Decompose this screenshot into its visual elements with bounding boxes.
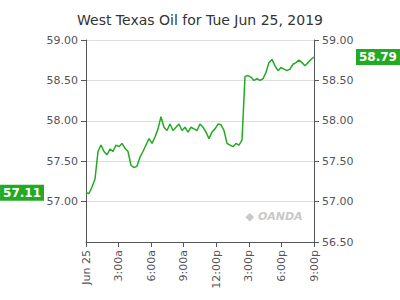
svg-text:58.00: 58.00 — [322, 114, 354, 127]
svg-text:57.00: 57.00 — [47, 195, 79, 208]
svg-text:9:00p: 9:00p — [308, 250, 321, 282]
svg-text:12:00p: 12:00p — [210, 250, 223, 289]
svg-text:59.00: 59.00 — [322, 34, 354, 47]
svg-text:6:00p: 6:00p — [275, 250, 288, 282]
svg-text:3:00p: 3:00p — [242, 250, 255, 282]
svg-text:◆ OANDA: ◆ OANDA — [246, 210, 303, 223]
svg-text:56.50: 56.50 — [322, 236, 354, 249]
svg-text:58.79: 58.79 — [359, 50, 397, 64]
svg-text:59.00: 59.00 — [47, 34, 79, 47]
svg-text:6:00a: 6:00a — [145, 250, 158, 281]
svg-text:9:00a: 9:00a — [177, 250, 190, 281]
svg-text:57.50: 57.50 — [322, 155, 354, 168]
svg-text:57.50: 57.50 — [47, 155, 79, 168]
svg-text:57.00: 57.00 — [322, 195, 354, 208]
svg-text:West Texas Oil for Tue Jun 25,: West Texas Oil for Tue Jun 25, 2019 — [77, 12, 323, 28]
svg-text:Jun 25: Jun 25 — [80, 250, 93, 286]
svg-text:58.50: 58.50 — [322, 74, 354, 87]
svg-text:58.50: 58.50 — [47, 74, 79, 87]
svg-text:3:00a: 3:00a — [112, 250, 125, 281]
svg-text:57.11: 57.11 — [3, 186, 41, 200]
svg-text:58.00: 58.00 — [47, 114, 79, 127]
